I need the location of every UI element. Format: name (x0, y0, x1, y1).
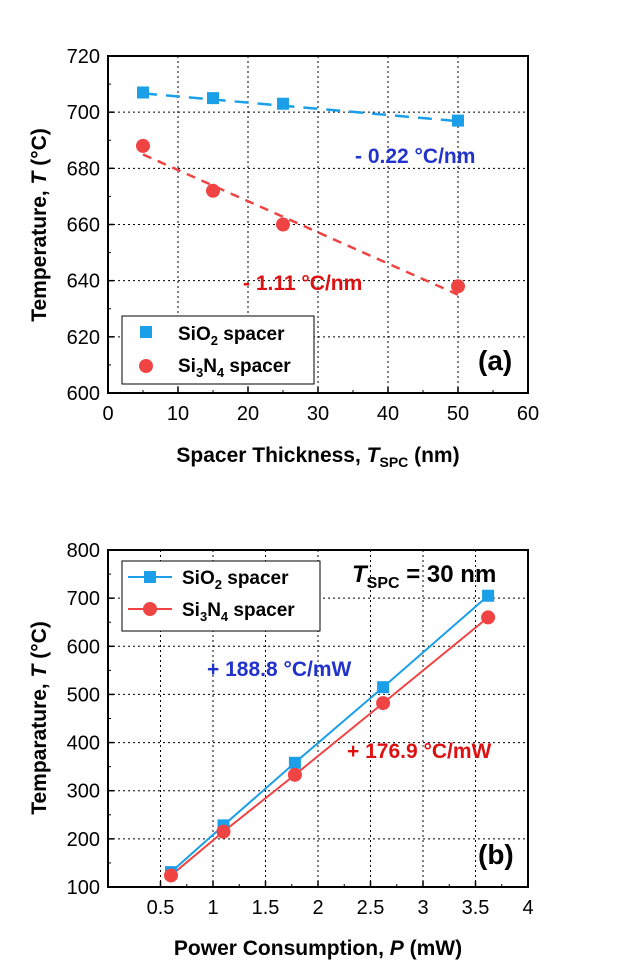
panel-label-b: (b) (478, 839, 514, 870)
x-tick-label: 10 (167, 403, 189, 425)
legend-label-si3n4-b: Si3N4 spacer (182, 600, 295, 624)
data-point-series-1 (451, 279, 465, 294)
fit-lines-a (142, 92, 459, 296)
legend-label-si3n4-a: Si3N4 spacer (178, 356, 291, 380)
x-tick-label: 3.5 (462, 897, 490, 919)
x-tick-label: 0 (102, 403, 113, 425)
ticks-b: 0.5 1 1.5 2 2.5 3 3.5 4 100 200 300 400 500 600 700 800 (67, 540, 534, 919)
x-tick-label: 60 (517, 403, 539, 425)
y-axis-label-b: Temparature, T (°C) (28, 621, 51, 815)
x-axis-label-b: Power Consumption, P (mW) (174, 937, 462, 960)
y-tick-label: 600 (67, 636, 100, 658)
chart-b: 0.5 1 1.5 2 2.5 3 3.5 4 100 200 300 400 500 600 700 800… (28, 540, 534, 960)
data-point-series-1 (164, 868, 178, 883)
slope-annotation-sio2-b: + 188.8 °C/mW (207, 658, 352, 681)
data-point-series-1 (481, 610, 496, 625)
data-point-series-1 (376, 696, 391, 711)
legend-label-sio2-b: SiO2 spacer (182, 568, 289, 592)
y-tick-label: 680 (67, 158, 100, 180)
x-tick-label: 40 (377, 403, 399, 425)
data-point-series-1 (276, 217, 290, 232)
y-tick-label: 700 (67, 102, 100, 124)
data-point-series-0 (288, 756, 301, 769)
slope-annotation-sio2-a: - 0.22 °C/nm (355, 145, 475, 168)
y-axis-label-a: Temperature, T (°C) (28, 128, 51, 322)
legend-a: SiO2 spacer Si3N4 spacer (121, 315, 315, 385)
legend-marker-si3n4-b (143, 602, 157, 616)
y-tick-label: 100 (67, 877, 100, 899)
data-point-series-1 (206, 183, 220, 198)
legend-marker-sio2-b (144, 571, 156, 583)
y-tick-label: 400 (67, 733, 100, 755)
legend-label-sio2-a: SiO2 spacer (178, 324, 285, 348)
x-tick-label: 4 (522, 897, 533, 919)
legend-box-a (121, 315, 315, 385)
x-axis-label-a: Spacer Thickness, TSPC (nm) (176, 444, 459, 470)
y-tick-label: 300 (67, 781, 100, 803)
y-tick-label: 700 (67, 588, 100, 610)
y-tick-label: 600 (67, 383, 100, 405)
legend-marker-sio2-a (140, 326, 152, 338)
y-tick-label: 500 (67, 684, 100, 706)
x-tick-label: 2.5 (357, 897, 385, 919)
slope-annotation-si3n4-a: - 1.11 °C/nm (243, 272, 362, 295)
x-tick-label: 50 (447, 403, 469, 425)
data-point-series-1 (287, 767, 302, 782)
data-point-series-0 (377, 681, 390, 694)
y-tick-label: 620 (67, 327, 100, 349)
x-tick-label: 1.5 (252, 897, 280, 919)
x-tick-label: 1 (207, 897, 218, 919)
data-point-series-1 (216, 824, 231, 839)
x-tick-label: 0.5 (147, 897, 175, 919)
x-tick-label: 2 (312, 897, 323, 919)
ticks-a: 0 10 20 30 40 50 60 600 620 640 660 680 700 720 (67, 46, 540, 425)
y-tick-label: 200 (67, 829, 100, 851)
y-tick-label: 800 (67, 540, 100, 562)
data-point-series-0 (277, 97, 289, 110)
y-tick-label: 640 (67, 271, 100, 293)
data-point-series-0 (137, 86, 149, 99)
legend-marker-si3n4-a (139, 359, 153, 373)
chart-a: 0 10 20 30 40 50 60 600 620 640 660 680 700 720 - 0.2… (28, 46, 539, 470)
data-points-b (164, 589, 496, 883)
panel-label-a: (a) (478, 345, 512, 376)
data-point-series-0 (207, 92, 219, 105)
y-tick-label: 720 (67, 46, 100, 68)
x-tick-label: 20 (237, 403, 259, 425)
condition-label-b: TSPC = 30 nm (352, 561, 496, 592)
legend-b: SiO2 spacer Si3N4 spacer (121, 560, 321, 632)
data-points-a (136, 86, 465, 294)
data-point-series-1 (136, 138, 150, 153)
x-tick-label: 3 (417, 897, 428, 919)
x-tick-label: 30 (307, 403, 329, 425)
fit-line-series-0 (142, 92, 459, 123)
slope-annotation-si3n4-b: + 176.9 °C/mW (347, 740, 492, 763)
data-point-series-0 (482, 589, 495, 602)
y-tick-label: 660 (67, 215, 100, 237)
data-point-series-0 (452, 114, 464, 127)
